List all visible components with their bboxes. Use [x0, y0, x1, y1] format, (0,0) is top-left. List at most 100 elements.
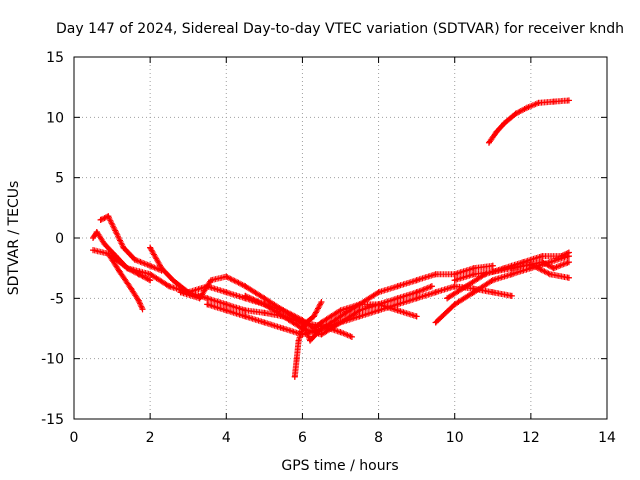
x-tick-label: 8	[374, 430, 383, 446]
data-point	[394, 301, 401, 308]
x-tick-label: 0	[70, 430, 79, 446]
data-point	[508, 271, 515, 278]
data-point	[375, 301, 382, 308]
data-point	[508, 292, 515, 299]
data-point	[310, 325, 317, 332]
data-point	[337, 319, 344, 326]
data-point	[105, 250, 112, 257]
data-point	[489, 289, 496, 296]
data-point	[242, 292, 249, 299]
data-point	[451, 271, 458, 278]
y-tick-label: -15	[41, 412, 64, 428]
y-tick-label: 15	[46, 50, 64, 66]
data-point	[550, 265, 557, 272]
data-point	[116, 268, 123, 275]
data-point	[337, 313, 344, 320]
series-track-9	[291, 298, 325, 380]
data-point	[280, 313, 287, 320]
data-point	[565, 274, 572, 281]
data-point	[310, 313, 317, 320]
series-track-8	[242, 292, 420, 332]
data-point	[413, 313, 420, 320]
data-point	[375, 307, 382, 314]
data-point	[318, 331, 325, 338]
data-point	[295, 337, 302, 344]
data-point	[485, 139, 492, 146]
data-point	[147, 277, 154, 284]
chart-title: Day 147 of 2024, Sidereal Day-to-day VTE…	[56, 21, 624, 37]
x-tick-label: 6	[298, 430, 307, 446]
grid-layer	[74, 57, 607, 419]
data-point	[512, 110, 519, 117]
data-point	[208, 277, 215, 284]
data-point	[470, 289, 477, 296]
data-point	[524, 104, 531, 111]
data-point	[565, 249, 572, 256]
data-point	[280, 325, 287, 332]
data-point	[432, 289, 439, 296]
data-point	[93, 228, 100, 235]
data-point	[169, 277, 176, 284]
data-point	[375, 289, 382, 296]
data-point	[261, 301, 268, 308]
data-point	[444, 295, 451, 302]
data-point	[223, 273, 230, 280]
data-point	[451, 277, 458, 284]
data-point	[90, 247, 97, 254]
data-point	[112, 228, 119, 235]
data-point	[463, 283, 470, 290]
data-point	[527, 261, 534, 268]
y-tick-label: 0	[55, 231, 64, 247]
data-point	[131, 256, 138, 263]
data-point	[101, 241, 108, 248]
data-point	[489, 268, 496, 275]
series-track-10	[432, 253, 572, 326]
series-track-13	[508, 261, 572, 281]
data-point	[109, 253, 116, 260]
data-point	[539, 253, 546, 260]
series-track-1	[90, 247, 146, 313]
data-point	[558, 253, 565, 260]
data-point	[303, 319, 310, 326]
data-point	[413, 295, 420, 302]
data-point	[550, 98, 557, 105]
data-point	[293, 355, 300, 362]
data-point	[508, 265, 515, 272]
data-point	[493, 128, 500, 135]
data-point	[177, 289, 184, 296]
data-point	[261, 309, 268, 316]
data-point	[318, 325, 325, 332]
data-point	[535, 99, 542, 106]
data-point	[105, 213, 112, 220]
data-point	[546, 271, 553, 278]
y-axis-label: SDTVAR / TECUs	[6, 181, 22, 296]
data-point	[489, 277, 496, 284]
data-point	[539, 259, 546, 266]
data-point	[242, 307, 249, 314]
data-point	[97, 216, 104, 223]
data-point	[90, 235, 97, 241]
data-point	[348, 333, 355, 340]
data-point	[299, 325, 306, 332]
series-track-3	[97, 213, 165, 274]
tick-layer: 0 2 4 6 8 10 12 14 -15 -10 -5 0 5 10 15	[41, 50, 616, 446]
plot-frame	[73, 56, 608, 420]
data-point	[470, 265, 477, 272]
x-tick-label: 10	[446, 430, 464, 446]
data-point	[307, 337, 314, 344]
x-axis-label: GPS time / hours	[281, 458, 398, 474]
x-tick-label: 2	[146, 430, 155, 446]
data-point	[196, 295, 203, 302]
data-point	[223, 289, 230, 296]
data-point	[147, 244, 154, 251]
data-point	[394, 283, 401, 290]
data-point	[204, 295, 211, 302]
data-point	[128, 285, 135, 292]
x-tick-label: 4	[222, 430, 231, 446]
data-point	[299, 317, 306, 324]
y-tick-label: 10	[46, 110, 64, 126]
data-point	[158, 265, 165, 272]
data-point	[428, 283, 435, 290]
data-point	[280, 307, 287, 314]
